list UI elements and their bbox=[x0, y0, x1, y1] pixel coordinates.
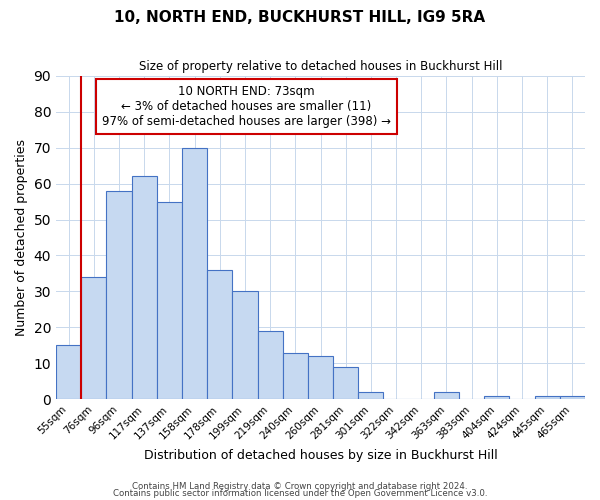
Bar bbox=[207, 270, 232, 400]
Bar bbox=[182, 148, 207, 400]
Bar bbox=[358, 392, 383, 400]
Title: Size of property relative to detached houses in Buckhurst Hill: Size of property relative to detached ho… bbox=[139, 60, 502, 73]
Bar bbox=[56, 346, 81, 400]
Bar bbox=[333, 367, 358, 400]
Bar bbox=[535, 396, 560, 400]
Bar bbox=[257, 331, 283, 400]
Bar bbox=[283, 352, 308, 400]
Bar bbox=[106, 190, 131, 400]
Bar bbox=[81, 277, 106, 400]
Bar bbox=[484, 396, 509, 400]
Y-axis label: Number of detached properties: Number of detached properties bbox=[15, 139, 28, 336]
X-axis label: Distribution of detached houses by size in Buckhurst Hill: Distribution of detached houses by size … bbox=[143, 450, 497, 462]
Text: 10, NORTH END, BUCKHURST HILL, IG9 5RA: 10, NORTH END, BUCKHURST HILL, IG9 5RA bbox=[115, 10, 485, 25]
Text: Contains public sector information licensed under the Open Government Licence v3: Contains public sector information licen… bbox=[113, 490, 487, 498]
Bar bbox=[232, 292, 257, 400]
Bar bbox=[560, 396, 585, 400]
Bar bbox=[308, 356, 333, 400]
Bar bbox=[157, 202, 182, 400]
Text: Contains HM Land Registry data © Crown copyright and database right 2024.: Contains HM Land Registry data © Crown c… bbox=[132, 482, 468, 491]
Bar bbox=[131, 176, 157, 400]
Text: 10 NORTH END: 73sqm
← 3% of detached houses are smaller (11)
97% of semi-detache: 10 NORTH END: 73sqm ← 3% of detached hou… bbox=[102, 86, 391, 128]
Bar bbox=[434, 392, 459, 400]
